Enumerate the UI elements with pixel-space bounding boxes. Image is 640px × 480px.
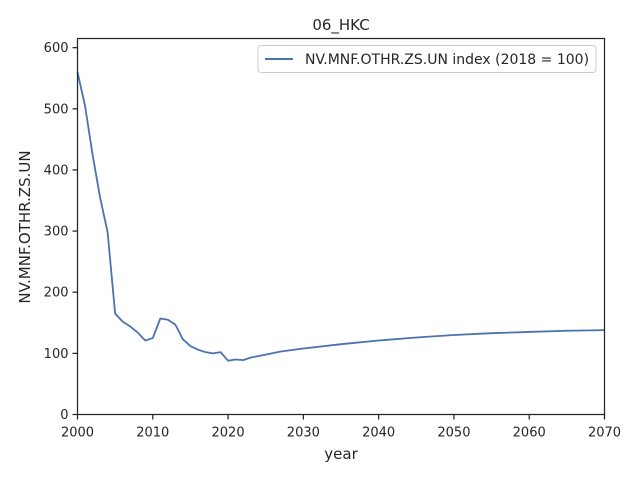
- series-line: [76, 71, 605, 362]
- x-tick-label: 2020: [212, 426, 245, 441]
- y-tick-label: 300: [44, 225, 69, 240]
- y-tick-label: 500: [44, 102, 69, 117]
- axis-ticks: 2000 2010 2020 2030 2040 2050 2060 2070 0 100 200 3…: [44, 41, 621, 440]
- y-tick-label: 100: [44, 347, 69, 362]
- x-tick-label: 2030: [287, 426, 320, 441]
- x-tick-label: 2040: [362, 426, 395, 441]
- x-tick-label: 2050: [437, 426, 470, 441]
- x-tick-label: 2070: [588, 426, 621, 441]
- y-tick-label: 400: [44, 163, 69, 178]
- x-tick-label: 2000: [61, 426, 94, 441]
- legend-box: [257, 45, 597, 73]
- y-tick-label: 0: [60, 408, 68, 423]
- y-tick-label: 600: [44, 41, 69, 56]
- legend-label: NV.MNF.OTHR.ZS.UN index (2018 = 100): [305, 52, 589, 68]
- y-axis-label: NV.MNF.OTHR.ZS.UN: [16, 150, 34, 303]
- x-axis-label: year: [324, 445, 358, 463]
- legend: NV.MNF.OTHR.ZS.UN index (2018 = 100): [257, 45, 597, 73]
- chart-title: 06_HKC: [312, 16, 369, 35]
- x-tick-label: 2010: [136, 426, 169, 441]
- plot-frame: [76, 37, 606, 416]
- plot-area: [76, 71, 605, 362]
- y-tick-label: 200: [44, 286, 69, 301]
- x-tick-label: 2060: [513, 426, 546, 441]
